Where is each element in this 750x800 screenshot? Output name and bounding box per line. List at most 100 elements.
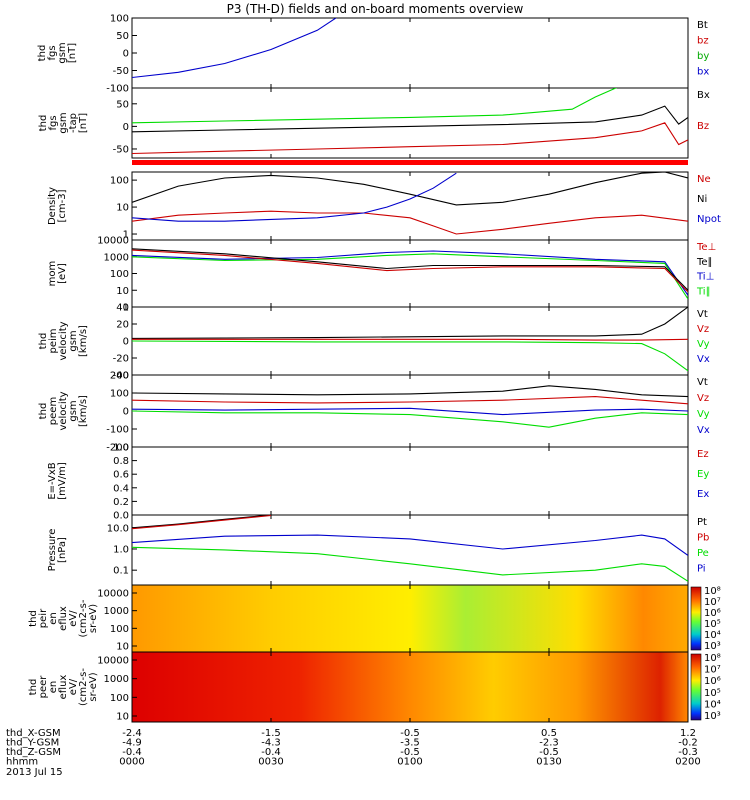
y-tick-label: -200 [106,443,129,454]
colorbar [690,586,702,651]
legend-item: Ey [697,469,709,480]
y-axis-label: velocity [58,391,69,430]
y-axis-label: peem [48,397,59,425]
series-Vt [132,385,688,398]
y-axis-label: eflux [58,606,69,631]
orbit-value: 0130 [536,757,561,768]
orbit-table: thd_X-GSM -2.4 -1.5 -0.5 0.5 1.2 thd_Y-GSM -4.9… [6,728,701,778]
series-green [132,88,618,124]
y-axis-label: eV/ [68,678,79,695]
colorbar-tick-label: 10³ [704,641,721,652]
y-tick-label: 1 [123,303,129,314]
y-axis-label: Density [47,187,58,225]
orbit-value: 0000 [119,757,144,768]
orbit-row-label: thd_Z-GSM [6,747,61,758]
legend-item: Npot [697,214,721,225]
y-tick-label: 10000 [97,589,129,600]
colorbar-tick-label: 10⁸ [704,586,721,597]
legend-item: Vx [697,354,710,365]
panel-6: 200 100 0 -100 -200 thd peem velocity gsm [km/s] V… [38,371,710,454]
orbit-row-label: hhmm [6,757,38,768]
panel-frame [131,87,689,159]
y-tick-label: -50 [113,144,129,155]
y-axis-label: velocity [58,321,69,360]
orbit-value: 0200 [675,757,700,768]
y-axis-label: [km/s] [78,395,89,427]
y-tick-label: 10.0 [107,523,129,534]
y-axis-label: thd [38,333,49,350]
orbit-value: -0.4 [122,747,142,758]
series-Vz [132,338,688,341]
y-axis-label: (cm2-s- [78,668,89,706]
panel-frame [131,171,689,241]
y-axis-label: E=-VxB [47,462,58,499]
orbit-value: 1.2 [680,728,696,739]
y-axis-label: sr-eV) [88,672,99,701]
series-Ti∥ [132,253,688,300]
colorbar-tick-label: 10⁶ [704,608,721,619]
colorbar-tick-label: 10⁸ [704,653,721,664]
panel-3: 100 10 1 Density [cm-3] Ne Ni Npot [47,171,721,241]
orbit-value: -0.4 [261,747,281,758]
y-axis-label: peir [38,608,49,628]
legend-item: Ez [697,449,709,460]
colorbar-tick-label: 10⁴ [704,699,721,710]
date-label: 2013 Jul 15 [6,767,63,778]
legend-item: Vt [697,377,708,388]
y-tick-label: 1.0 [113,544,129,555]
panel-frame [131,17,689,89]
y-tick-label: -100 [106,84,129,95]
y-tick-label: 1000 [104,674,129,685]
y-axis-label: en [48,681,59,694]
series-Vz [132,396,688,405]
y-axis-label: eV/ [68,610,79,627]
y-axis-label: gsm [68,330,79,351]
y-tick-label: 0.0 [113,511,129,522]
y-tick-label: 40 [116,303,129,314]
y-tick-label: 10 [116,286,129,297]
legend-item: Ex [697,489,709,500]
y-tick-label: 100 [110,389,129,400]
y-tick-label: 10 [116,203,129,214]
y-axis-label: [nT] [78,113,89,133]
legend-item: Pb [697,533,709,544]
y-axis-label: [mV/m] [57,462,68,500]
colorbar-tick-label: 10⁷ [704,597,721,608]
colorbar-tick-label: 10⁷ [704,665,721,676]
y-axis-label: [nPa] [57,537,68,563]
series-Te⊥ [132,249,688,293]
series-Ne [132,210,688,235]
legend-item: Bz [697,121,709,132]
y-tick-label: -100 [106,425,129,436]
panel-frame [131,446,689,516]
legend-item: Bt [697,20,708,31]
y-tick-label: 100 [110,14,129,25]
y-tick-label: 1.0 [113,443,129,454]
y-axis-label: sr-eV) [88,604,99,633]
panel-frame [131,239,689,308]
y-axis-label: [nT] [67,43,78,63]
orbit-value: 0100 [397,757,422,768]
colorbar-tick-label: 10⁵ [704,688,721,699]
legend-item: Bx [697,90,710,101]
y-axis-label: peim [48,328,59,353]
panel-1: 100 50 0 -50 -100 thd fgs gsm [nT] Bt bz by bx [37,14,709,95]
series-Pt [132,515,272,529]
series-Vy [132,340,688,372]
y-axis-label: -tap [68,113,79,133]
y-axis-label: Pressure [47,529,58,572]
panel-7: 1.0 0.8 0.6 0.4 0.2 0.0 E=-VxB [mV/m] Ez Ey Ex [47,443,709,522]
orbit-row-label: thd_X-GSM [6,728,61,739]
y-tick-label: 0 [123,337,129,348]
y-axis-label: [km/s] [78,325,89,357]
y-tick-label: 10000 [97,236,129,247]
legend-item: by [697,51,709,62]
y-tick-label: 0 [123,49,129,60]
y-axis-label: en [48,612,59,625]
y-tick-label: 100 [110,624,129,635]
y-tick-label: 20 [116,320,129,331]
series-bx [132,18,337,79]
legend-item: bz [697,36,709,47]
